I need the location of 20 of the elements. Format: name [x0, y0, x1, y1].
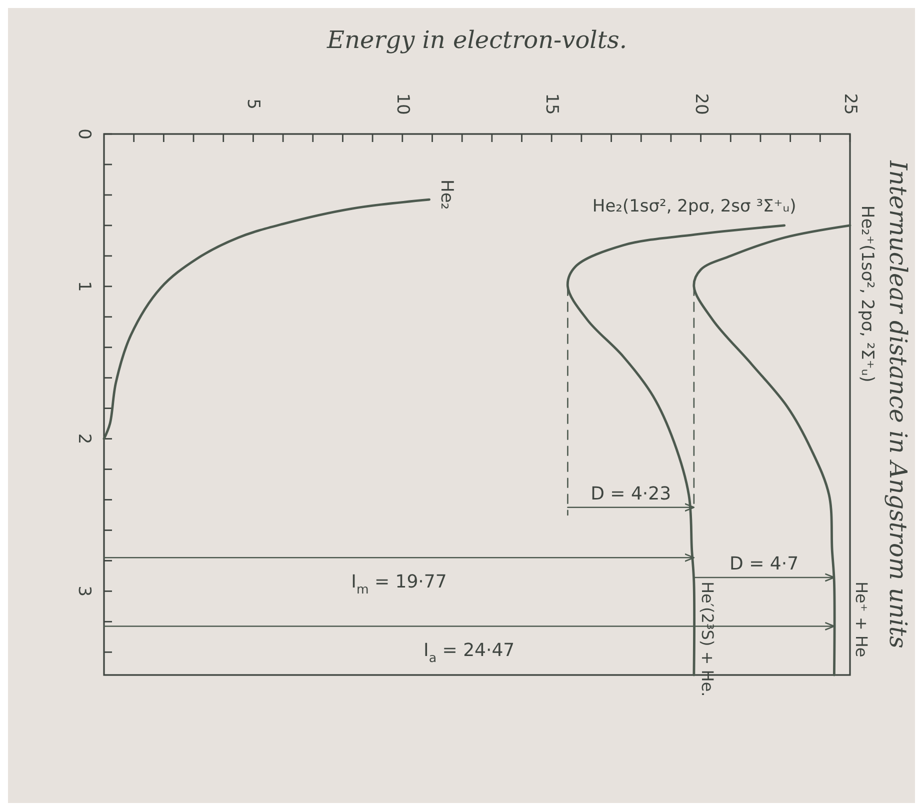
annotation: He′(2³S) + He.: [698, 581, 717, 697]
annotation: I$_{m}$ = 19·77: [351, 571, 447, 597]
text: He⁺ + He: [852, 581, 871, 658]
x-tick-label: 15: [542, 93, 562, 115]
x-tick-label: 20: [690, 93, 711, 115]
annotation: I$_{a}$ = 24·47: [424, 640, 515, 666]
annotation: D = 4·7: [730, 552, 799, 574]
x-tick-label: 25: [840, 93, 860, 115]
y-tick-label: 2: [74, 433, 94, 444]
annotation: D = 4·23: [590, 482, 672, 504]
x-axis-title: Energy in electron-volts.: [326, 26, 627, 54]
text: He₂: [436, 180, 456, 210]
x-tick-label: 5: [243, 98, 264, 110]
series-label: He₂(1sσ², 2pσ, 2sσ ³Σ⁺ᵤ): [592, 196, 796, 216]
y-tick-label: 1: [74, 280, 94, 292]
x-tick-label: 10: [392, 93, 412, 115]
text: He₂⁺(1sσ², 2pσ, ²Σ⁺ᵤ): [857, 205, 877, 382]
y-tick-label: 0: [74, 128, 94, 140]
y-tick-label: 3: [74, 586, 94, 597]
y-axis-title: Internuclear distance in Angstrom units: [884, 160, 912, 648]
